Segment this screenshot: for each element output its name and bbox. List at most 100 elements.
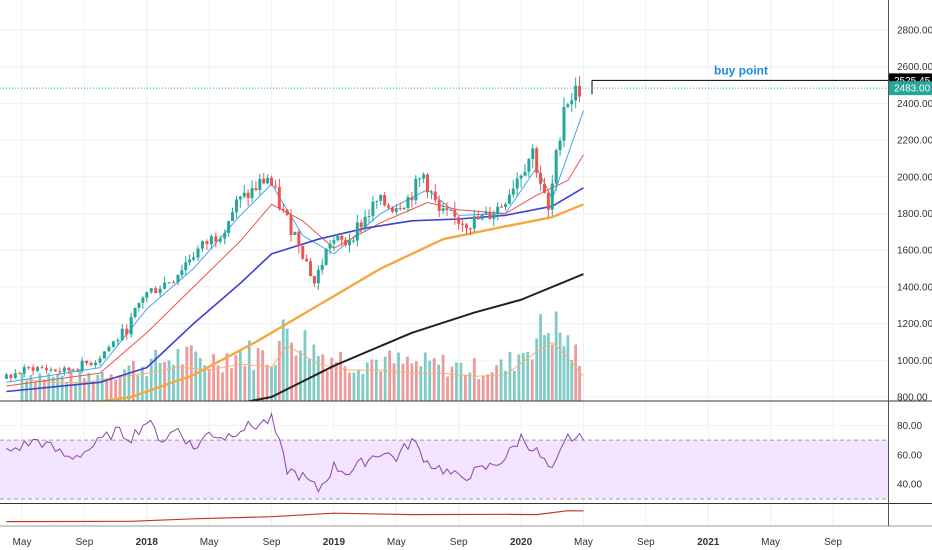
volume-bar	[158, 362, 162, 401]
volume-bar	[176, 348, 180, 401]
volume-bar	[238, 349, 242, 401]
volume-bar	[554, 311, 558, 401]
volume-bar	[96, 375, 100, 401]
candle-body	[200, 241, 204, 249]
candle-body	[149, 288, 153, 293]
candle-body	[62, 367, 66, 372]
volume-bar	[230, 368, 233, 401]
candle-body	[246, 192, 250, 199]
price-tick-label: 1000.00	[897, 356, 932, 367]
time-tick-label: May	[13, 537, 32, 548]
candle-body	[116, 340, 120, 342]
volume-bar	[74, 383, 77, 401]
candle-body	[293, 231, 297, 235]
candle-body	[426, 174, 429, 193]
volume-bar	[290, 342, 293, 401]
volume-bar	[203, 365, 207, 401]
candle-body	[531, 148, 535, 160]
rsi-layer	[6, 411, 584, 494]
volume-bar	[406, 356, 409, 401]
rsi-band-layer	[0, 439, 888, 500]
volume-bar	[392, 363, 396, 401]
volume-bar	[185, 346, 189, 401]
volume-bar	[504, 370, 507, 401]
volume-bar	[316, 355, 320, 401]
volume-bar	[114, 379, 117, 401]
candle-body	[550, 183, 554, 210]
candle-body	[383, 195, 387, 206]
volume-bar	[234, 355, 238, 401]
candle-body	[49, 369, 53, 371]
candle-body	[67, 367, 71, 371]
volume-bar	[256, 348, 260, 401]
time-tick-label: May	[761, 537, 780, 548]
candle-body	[158, 288, 162, 294]
candle-body	[574, 85, 578, 101]
volume-bar	[379, 371, 383, 401]
candle-body	[53, 369, 57, 372]
candle-body	[394, 208, 398, 212]
candle-body	[13, 373, 17, 378]
price-tick-label: 1600.00	[897, 246, 932, 257]
volume-bar	[136, 375, 140, 401]
candle-body	[457, 216, 461, 224]
volume-bar	[530, 359, 534, 401]
candle-body	[511, 188, 515, 195]
candle-body	[172, 282, 176, 284]
candle-body	[535, 148, 539, 173]
price-tick-label: 1400.00	[897, 282, 932, 293]
price-tick-label: 1200.00	[897, 319, 932, 330]
volume-bar	[330, 357, 334, 401]
candle-body	[402, 208, 406, 210]
candle-body	[445, 208, 449, 211]
volume-bar	[33, 382, 37, 401]
candle-body	[476, 216, 480, 220]
volume-bar	[546, 333, 550, 401]
price-tick-label: 2000.00	[897, 172, 932, 183]
volume-bar	[526, 351, 530, 401]
candle-body	[223, 232, 227, 239]
volume-bar	[294, 355, 298, 401]
candle-body	[120, 328, 124, 341]
volume-bar	[270, 366, 273, 401]
candle-body	[234, 199, 238, 213]
time-tick-label: Sep	[450, 537, 468, 548]
candle-body	[9, 374, 13, 378]
candle-body	[320, 264, 324, 270]
price-tick-label: 2400.00	[897, 99, 932, 110]
candle-body	[437, 200, 441, 211]
volume-bar	[149, 358, 153, 401]
candle-body	[464, 224, 468, 229]
candle-body	[71, 369, 75, 371]
candle-body	[58, 371, 62, 373]
volume-bar	[446, 376, 449, 401]
candle-body	[76, 369, 80, 371]
volume-bar	[154, 349, 158, 401]
candle-body	[312, 276, 316, 284]
time-tick-label: 2018	[136, 537, 159, 548]
volume-bar	[212, 354, 216, 401]
frame-layer	[0, 0, 932, 527]
volume-bar	[383, 356, 387, 401]
volume-bar	[539, 314, 542, 401]
candle-body	[461, 223, 465, 225]
volume-bar	[410, 363, 414, 401]
volume-bar	[414, 361, 418, 401]
candle-body	[324, 248, 328, 265]
candle-body	[154, 288, 158, 294]
volume-bar	[105, 379, 109, 401]
volume-bar	[321, 354, 325, 401]
lower-indicator-layer	[6, 510, 584, 523]
volume-bar	[334, 362, 338, 401]
volume-bar	[499, 359, 503, 401]
candle-body	[433, 191, 437, 201]
volume-bar	[468, 372, 472, 401]
candle-body	[406, 197, 410, 209]
candle-body	[305, 258, 309, 262]
volume-bar	[299, 350, 302, 401]
candle-body	[289, 214, 293, 235]
time-tick-label: 2020	[510, 537, 533, 548]
volume-bar	[339, 351, 343, 401]
volume-bar	[145, 376, 149, 401]
